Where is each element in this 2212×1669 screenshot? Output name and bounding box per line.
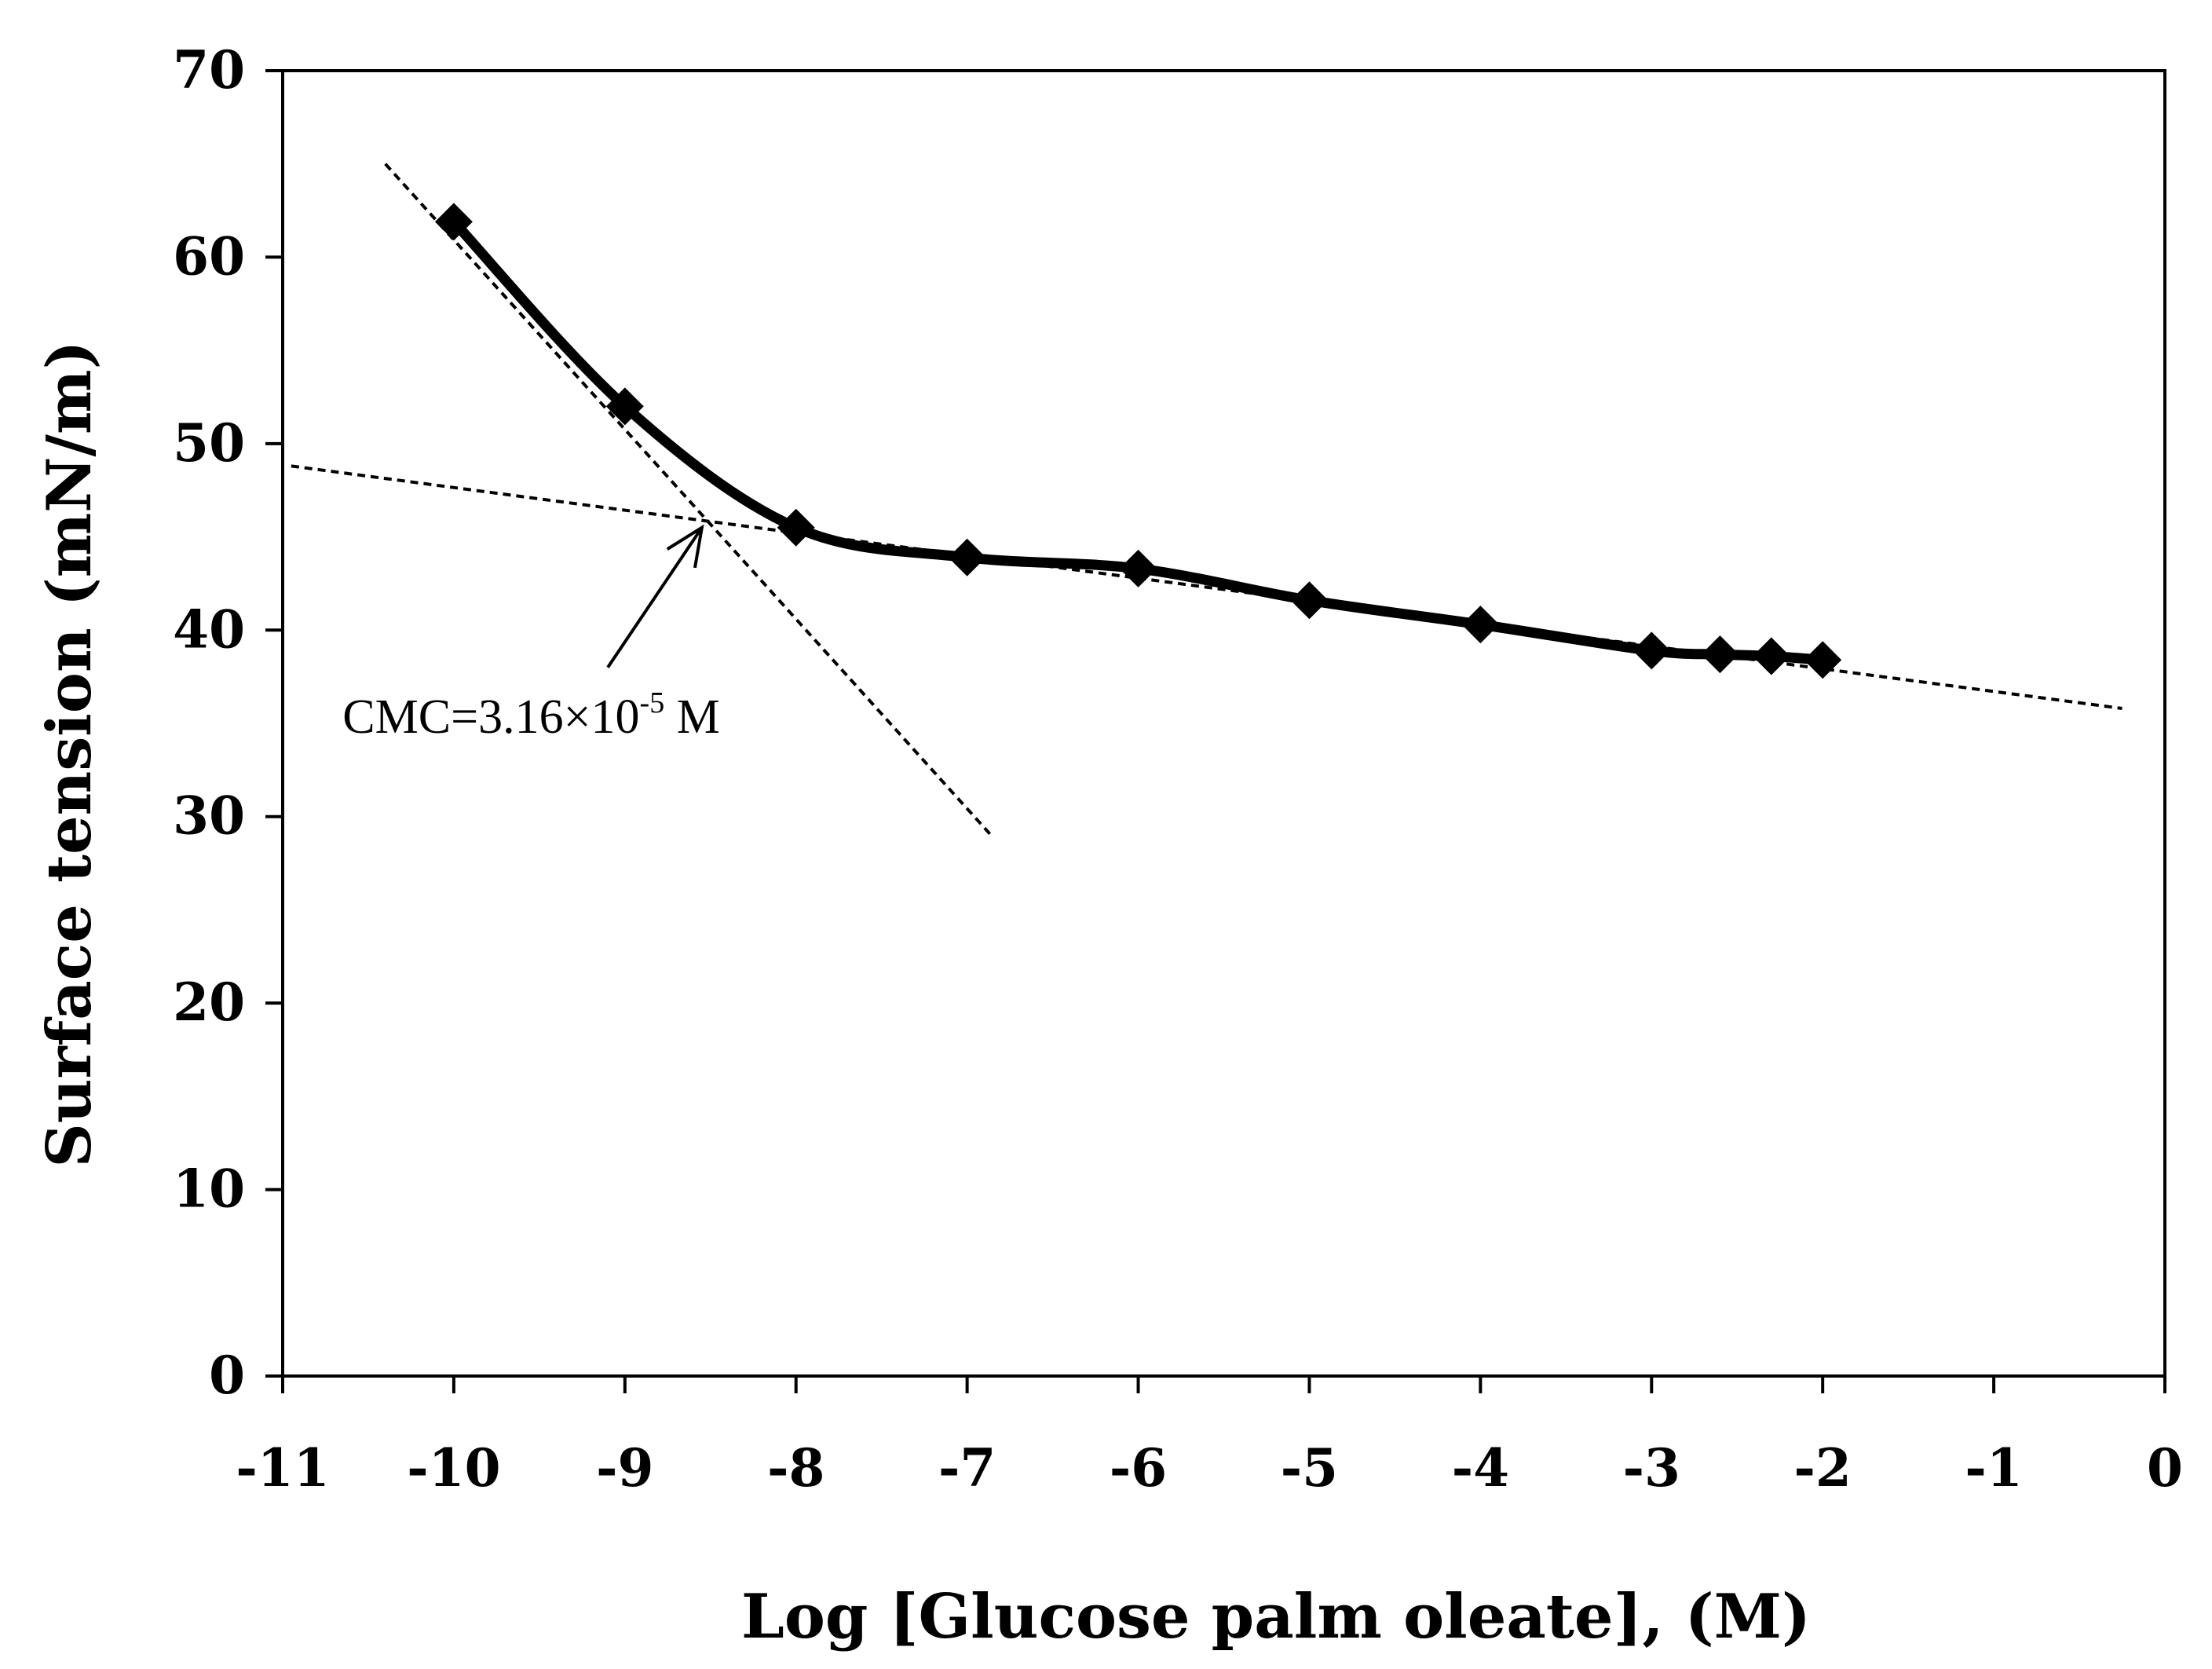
x-tick-label: -4: [1452, 1437, 1509, 1499]
data-point-marker: [777, 508, 815, 547]
x-tick-label: -11: [236, 1437, 329, 1499]
trend-line: [384, 163, 994, 839]
y-tick-label: 50: [173, 412, 245, 474]
x-tick-label: -1: [1965, 1437, 2022, 1499]
annotations: CMC=3.16×10-5 M: [342, 524, 720, 744]
data-point-marker: [1701, 635, 1739, 674]
y-tick-label: 10: [173, 1158, 245, 1220]
x-tick-label: 0: [2147, 1437, 2183, 1499]
x-axis-title: Log [Glucose palm oleate], (M): [741, 1581, 1811, 1653]
y-tick-label: 30: [173, 785, 245, 847]
y-axis-title: Surface tension (mN/m): [34, 341, 105, 1168]
data-point-marker: [1461, 606, 1500, 644]
y-tick-label: 40: [173, 598, 245, 660]
axes: [265, 69, 2166, 1393]
data-point-marker: [1804, 641, 1842, 679]
data-series: [434, 203, 1842, 679]
data-point-marker: [948, 538, 986, 576]
x-tick-label: -5: [1281, 1437, 1338, 1499]
y-tick-label: 70: [173, 39, 245, 101]
x-tick-label: -3: [1623, 1437, 1680, 1499]
data-point-marker: [605, 387, 644, 426]
cmc-arrow-head: [666, 524, 704, 569]
plot-area-border: [281, 69, 2166, 1378]
x-tick-label: -7: [938, 1437, 996, 1499]
y-tick-label: 60: [173, 225, 245, 287]
x-tick-label: -10: [407, 1437, 500, 1499]
data-point-marker: [434, 203, 473, 241]
cmc-annotation-label: CMC=3.16×10-5 M: [342, 686, 720, 744]
data-point-marker: [1290, 581, 1329, 620]
data-point-marker: [1119, 549, 1157, 587]
x-tick-label: -2: [1794, 1437, 1852, 1499]
data-point-marker: [1632, 631, 1671, 670]
y-tick-label: 20: [173, 972, 245, 1033]
y-tick-label: 0: [209, 1345, 245, 1406]
data-point-marker: [1752, 637, 1790, 675]
x-tick-label: -8: [767, 1437, 824, 1499]
cmc-arrow-shaft: [606, 526, 704, 668]
x-tick-label: -6: [1110, 1437, 1167, 1499]
x-tick-label: -9: [596, 1437, 653, 1499]
series-line: [448, 216, 1828, 665]
